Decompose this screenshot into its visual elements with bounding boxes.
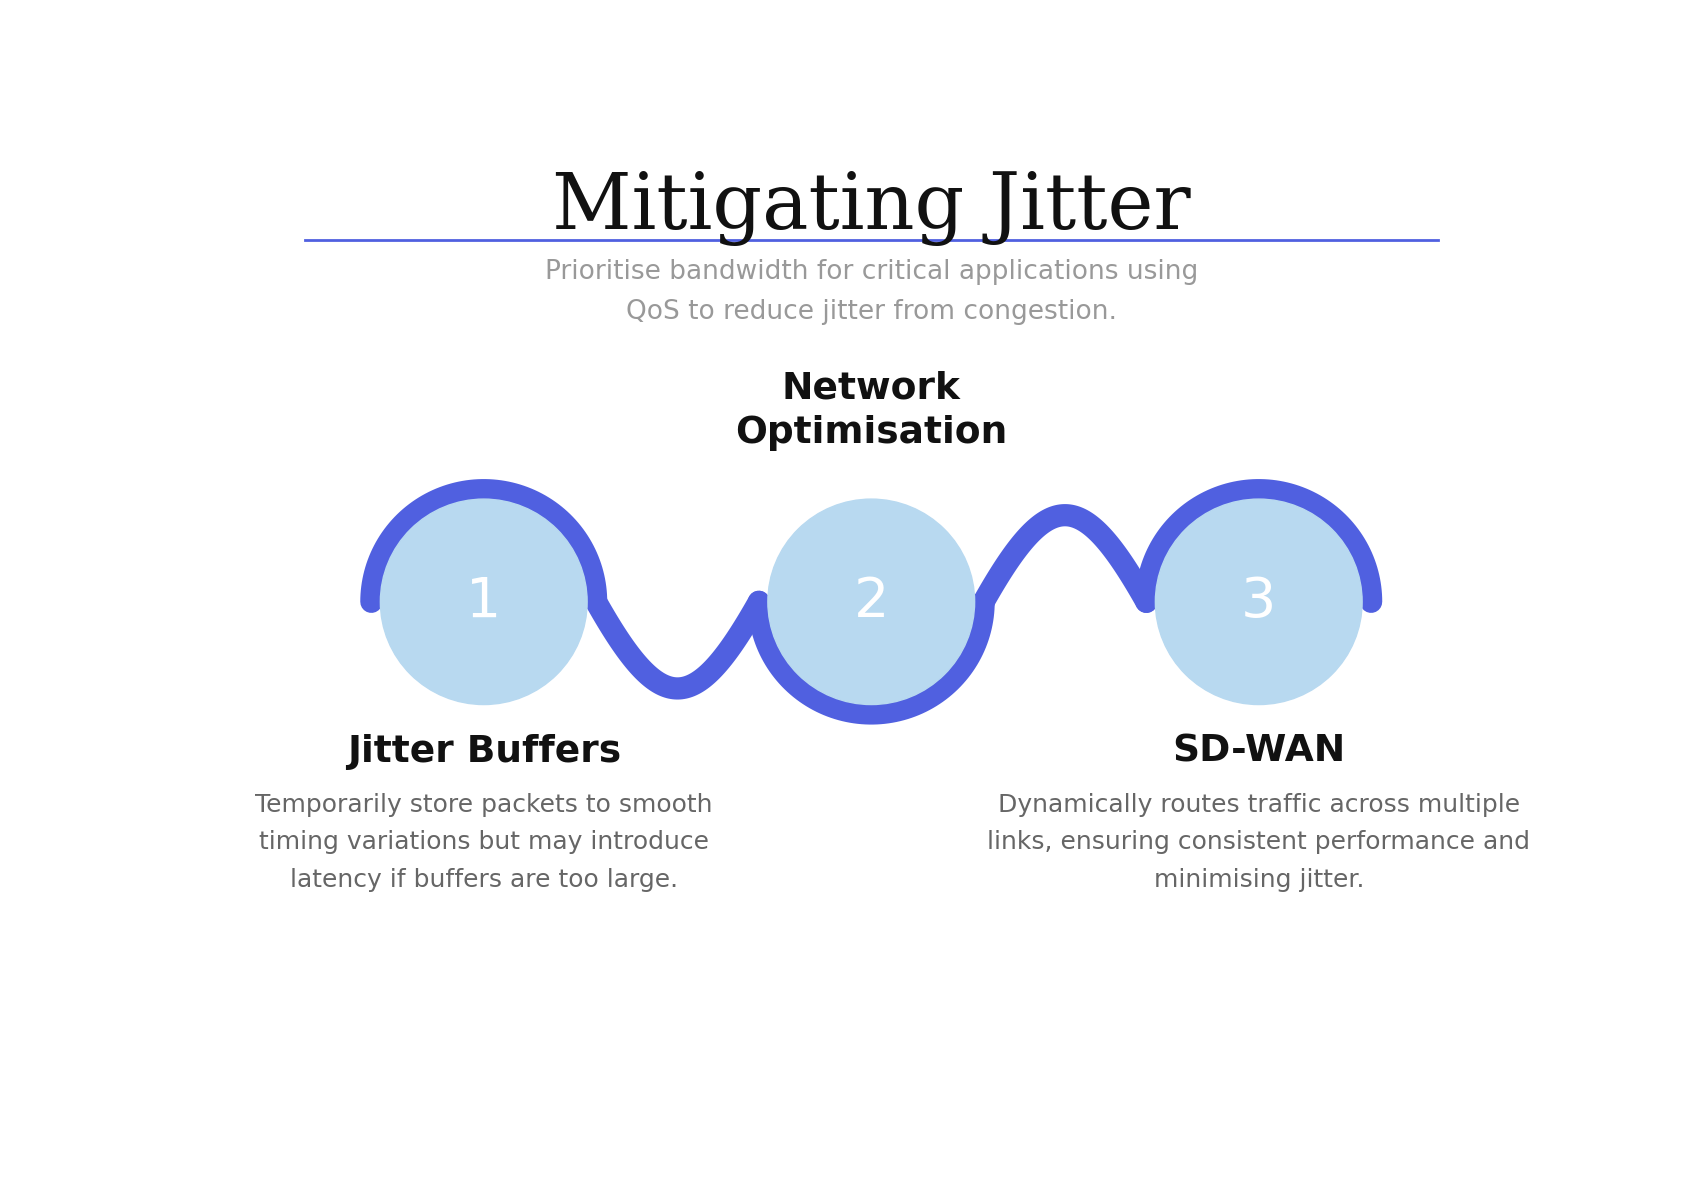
Text: Network
Optimisation: Network Optimisation (734, 371, 1008, 451)
Text: Dynamically routes traffic across multiple
links, ensuring consistent performanc: Dynamically routes traffic across multip… (988, 793, 1530, 892)
Text: Jitter Buffers: Jitter Buffers (347, 734, 620, 769)
Text: 1: 1 (466, 575, 501, 629)
Text: 3: 3 (1241, 575, 1277, 629)
Text: Temporarily store packets to smooth
timing variations but may introduce
latency : Temporarily store packets to smooth timi… (255, 793, 712, 892)
Text: Prioritise bandwidth for critical applications using
QoS to reduce jitter from c: Prioritise bandwidth for critical applic… (544, 259, 1198, 325)
Text: 2: 2 (853, 575, 889, 629)
Circle shape (1156, 499, 1362, 704)
Circle shape (768, 499, 974, 704)
Circle shape (381, 499, 586, 704)
Text: SD-WAN: SD-WAN (1171, 734, 1345, 769)
Text: Mitigating Jitter: Mitigating Jitter (552, 171, 1190, 246)
